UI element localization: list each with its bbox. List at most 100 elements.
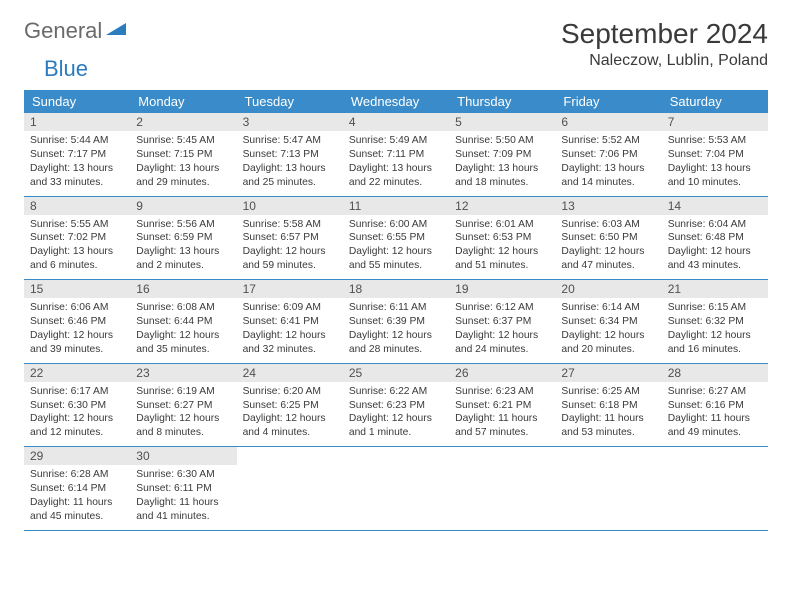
daylight-line: and 14 minutes.: [561, 176, 655, 190]
daylight-line: and 41 minutes.: [136, 510, 230, 524]
sunrise-line: Sunrise: 6:08 AM: [136, 301, 230, 315]
sunrise-line: Sunrise: 5:58 AM: [243, 218, 337, 232]
day-number: 13: [555, 197, 661, 215]
daylight-line: and 18 minutes.: [455, 176, 549, 190]
day-cell: 23 Sunrise: 6:19 AMSunset: 6:27 PMDayligh…: [130, 364, 236, 447]
sunrise-line: Sunrise: 6:28 AM: [30, 468, 124, 482]
dow-cell: Tuesday: [237, 90, 343, 113]
sunrise-line: Sunrise: 6:11 AM: [349, 301, 443, 315]
sunrise-line: Sunrise: 5:50 AM: [455, 134, 549, 148]
daylight-line: Daylight: 12 hours: [349, 329, 443, 343]
day-cell: 17Sunrise: 6:09 AMSunset: 6:41 PMDayligh…: [237, 280, 343, 363]
day-number: 28: [662, 364, 768, 382]
day-number: 15: [24, 280, 130, 298]
day-number: 9: [130, 197, 236, 215]
day-number: 11: [343, 197, 449, 215]
daylight-line: Daylight: 12 hours: [243, 245, 337, 259]
sunrise-line: Sunrise: 6:25 AM: [561, 385, 655, 399]
sunrise-line: Sunrise: 5:55 AM: [30, 218, 124, 232]
day-number: 29: [24, 447, 130, 465]
daylight-line: and 16 minutes.: [668, 343, 762, 357]
day-cell: 15Sunrise: 6:06 AMSunset: 6:46 PMDayligh…: [24, 280, 130, 363]
day-cell: 5Sunrise: 5:50 AMSunset: 7:09 PMDaylight…: [449, 113, 555, 196]
day-number: 12: [449, 197, 555, 215]
day-cell: 16Sunrise: 6:08 AMSunset: 6:44 PMDayligh…: [130, 280, 236, 363]
empty-cell: [449, 447, 555, 530]
sunrise-line: Sunrise: 6:22 AM: [349, 385, 443, 399]
sunrise-line: Sunrise: 6:09 AM: [243, 301, 337, 315]
sunset-line: Sunset: 6:55 PM: [349, 231, 443, 245]
day-number: 5: [449, 113, 555, 131]
sunset-line: Sunset: 6:11 PM: [136, 482, 230, 496]
logo-text-blue: Blue: [44, 56, 88, 81]
day-number: 7: [662, 113, 768, 131]
sunset-line: Sunset: 6:57 PM: [243, 231, 337, 245]
title-block: September 2024 Naleczow, Lublin, Poland: [561, 18, 768, 70]
daylight-line: Daylight: 12 hours: [561, 245, 655, 259]
day-cell: 11Sunrise: 6:00 AMSunset: 6:55 PMDayligh…: [343, 197, 449, 280]
daylight-line: and 32 minutes.: [243, 343, 337, 357]
sunset-line: Sunset: 6:37 PM: [455, 315, 549, 329]
day-cell: 20Sunrise: 6:14 AMSunset: 6:34 PMDayligh…: [555, 280, 661, 363]
sunset-line: Sunset: 6:48 PM: [668, 231, 762, 245]
day-cell: 19Sunrise: 6:12 AMSunset: 6:37 PMDayligh…: [449, 280, 555, 363]
daylight-line: Daylight: 12 hours: [455, 329, 549, 343]
day-number: 22: [24, 364, 130, 382]
sunset-line: Sunset: 6:18 PM: [561, 399, 655, 413]
daylight-line: Daylight: 12 hours: [455, 245, 549, 259]
sunrise-line: Sunrise: 6:01 AM: [455, 218, 549, 232]
daylight-line: and 6 minutes.: [30, 259, 124, 273]
day-cell: 25Sunrise: 6:22 AMSunset: 6:23 PMDayligh…: [343, 364, 449, 447]
day-cell: 13 Sunrise: 6:03 AMSunset: 6:50 PMDayligh…: [555, 197, 661, 280]
sunset-line: Sunset: 6:27 PM: [136, 399, 230, 413]
daylight-line: Daylight: 11 hours: [455, 412, 549, 426]
daylight-line: Daylight: 12 hours: [243, 412, 337, 426]
sunrise-line: Sunrise: 5:53 AM: [668, 134, 762, 148]
sunset-line: Sunset: 6:50 PM: [561, 231, 655, 245]
daylight-line: and 35 minutes.: [136, 343, 230, 357]
sunset-line: Sunset: 6:41 PM: [243, 315, 337, 329]
daylight-line: Daylight: 12 hours: [668, 245, 762, 259]
day-number: 23: [130, 364, 236, 382]
sunset-line: Sunset: 6:59 PM: [136, 231, 230, 245]
day-number: 27: [555, 364, 661, 382]
day-cell: 10 Sunrise: 5:58 AMSunset: 6:57 PMDayligh…: [237, 197, 343, 280]
month-title: September 2024: [561, 18, 768, 50]
day-number: 8: [24, 197, 130, 215]
day-number: 24: [237, 364, 343, 382]
daylight-line: Daylight: 12 hours: [136, 412, 230, 426]
daylight-line: Daylight: 12 hours: [30, 329, 124, 343]
daylight-line: and 8 minutes.: [136, 426, 230, 440]
day-cell: 2Sunrise: 5:45 AMSunset: 7:15 PMDaylight…: [130, 113, 236, 196]
daylight-line: Daylight: 12 hours: [561, 329, 655, 343]
daylight-line: Daylight: 12 hours: [349, 412, 443, 426]
sunset-line: Sunset: 6:34 PM: [561, 315, 655, 329]
day-number: 10: [237, 197, 343, 215]
day-cell: 29 Sunrise: 6:28 AMSunset: 6:14 PMDayligh…: [24, 447, 130, 530]
daylight-line: Daylight: 13 hours: [561, 162, 655, 176]
sunrise-line: Sunrise: 6:03 AM: [561, 218, 655, 232]
sunrise-line: Sunrise: 6:23 AM: [455, 385, 549, 399]
sunrise-line: Sunrise: 6:19 AM: [136, 385, 230, 399]
day-number: 16: [130, 280, 236, 298]
logo-triangle-icon: [106, 21, 128, 42]
daylight-line: Daylight: 11 hours: [30, 496, 124, 510]
daylight-line: and 33 minutes.: [30, 176, 124, 190]
sunset-line: Sunset: 6:14 PM: [30, 482, 124, 496]
sunrise-line: Sunrise: 6:20 AM: [243, 385, 337, 399]
daylight-line: and 57 minutes.: [455, 426, 549, 440]
sunrise-line: Sunrise: 6:30 AM: [136, 468, 230, 482]
daylight-line: and 29 minutes.: [136, 176, 230, 190]
day-cell: 30Sunrise: 6:30 AMSunset: 6:11 PMDayligh…: [130, 447, 236, 530]
day-number: 18: [343, 280, 449, 298]
daylight-line: Daylight: 13 hours: [668, 162, 762, 176]
daylight-line: and 45 minutes.: [30, 510, 124, 524]
daylight-line: Daylight: 13 hours: [30, 245, 124, 259]
daylight-line: Daylight: 13 hours: [30, 162, 124, 176]
logo: General: [24, 18, 130, 44]
sunset-line: Sunset: 7:06 PM: [561, 148, 655, 162]
daylight-line: and 39 minutes.: [30, 343, 124, 357]
day-cell: 14Sunrise: 6:04 AMSunset: 6:48 PMDayligh…: [662, 197, 768, 280]
daylight-line: and 51 minutes.: [455, 259, 549, 273]
sunset-line: Sunset: 7:17 PM: [30, 148, 124, 162]
